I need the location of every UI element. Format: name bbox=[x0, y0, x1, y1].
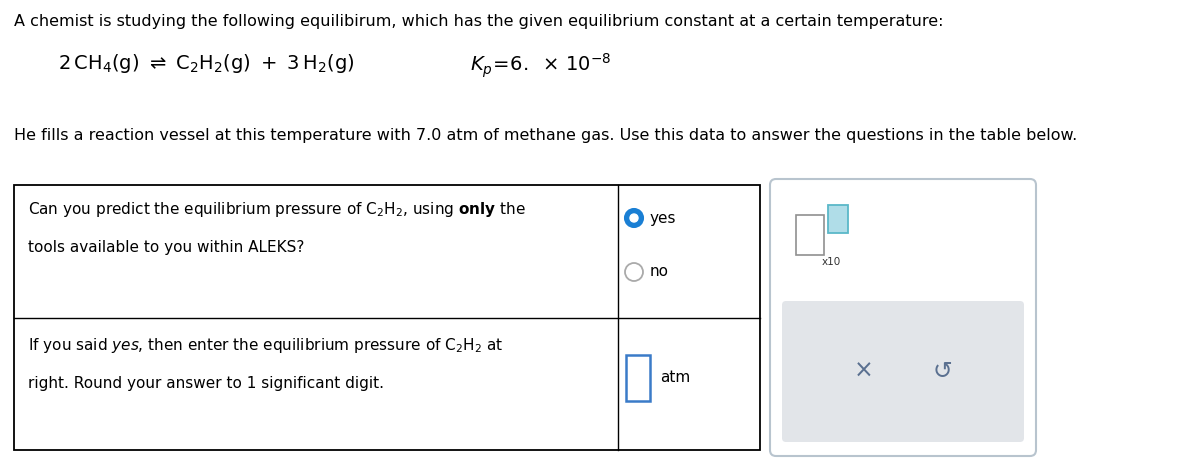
Text: ×: × bbox=[853, 359, 874, 383]
FancyBboxPatch shape bbox=[828, 205, 848, 233]
Text: $K_p\!=\!6.\ \times\,10^{-8}$: $K_p\!=\!6.\ \times\,10^{-8}$ bbox=[470, 52, 612, 81]
FancyBboxPatch shape bbox=[14, 185, 760, 450]
Text: yes: yes bbox=[650, 211, 677, 226]
Text: atm: atm bbox=[660, 370, 690, 385]
Text: A chemist is studying the following equilibirum, which has the given equilibrium: A chemist is studying the following equi… bbox=[14, 14, 943, 29]
Text: Can you predict the equilibrium pressure of $\mathregular{C_2H_2}$, using $\math: Can you predict the equilibrium pressure… bbox=[28, 200, 526, 219]
FancyBboxPatch shape bbox=[770, 179, 1036, 456]
FancyBboxPatch shape bbox=[782, 301, 1024, 442]
Text: He fills a reaction vessel at this temperature with 7.0 atm of methane gas. Use : He fills a reaction vessel at this tempe… bbox=[14, 128, 1078, 143]
Text: right. Round your answer to 1 significant digit.: right. Round your answer to 1 significan… bbox=[28, 376, 384, 391]
Text: ↺: ↺ bbox=[932, 359, 953, 383]
FancyBboxPatch shape bbox=[626, 355, 650, 401]
Text: tools available to you within ALEKS?: tools available to you within ALEKS? bbox=[28, 240, 305, 255]
Text: no: no bbox=[650, 265, 670, 280]
Text: x10: x10 bbox=[822, 257, 841, 267]
Circle shape bbox=[630, 214, 638, 222]
Circle shape bbox=[625, 263, 643, 281]
Text: If you said $\it{yes}$, then enter the equilibrium pressure of $\mathregular{C_2: If you said $\it{yes}$, then enter the e… bbox=[28, 336, 503, 355]
FancyBboxPatch shape bbox=[796, 215, 824, 255]
Circle shape bbox=[625, 209, 643, 227]
Text: $\mathregular{2\,CH_4(g)\ \rightleftharpoons\ C_2H_2(g)\ +\ 3\,H_2(g)}$: $\mathregular{2\,CH_4(g)\ \rightleftharp… bbox=[58, 52, 354, 75]
